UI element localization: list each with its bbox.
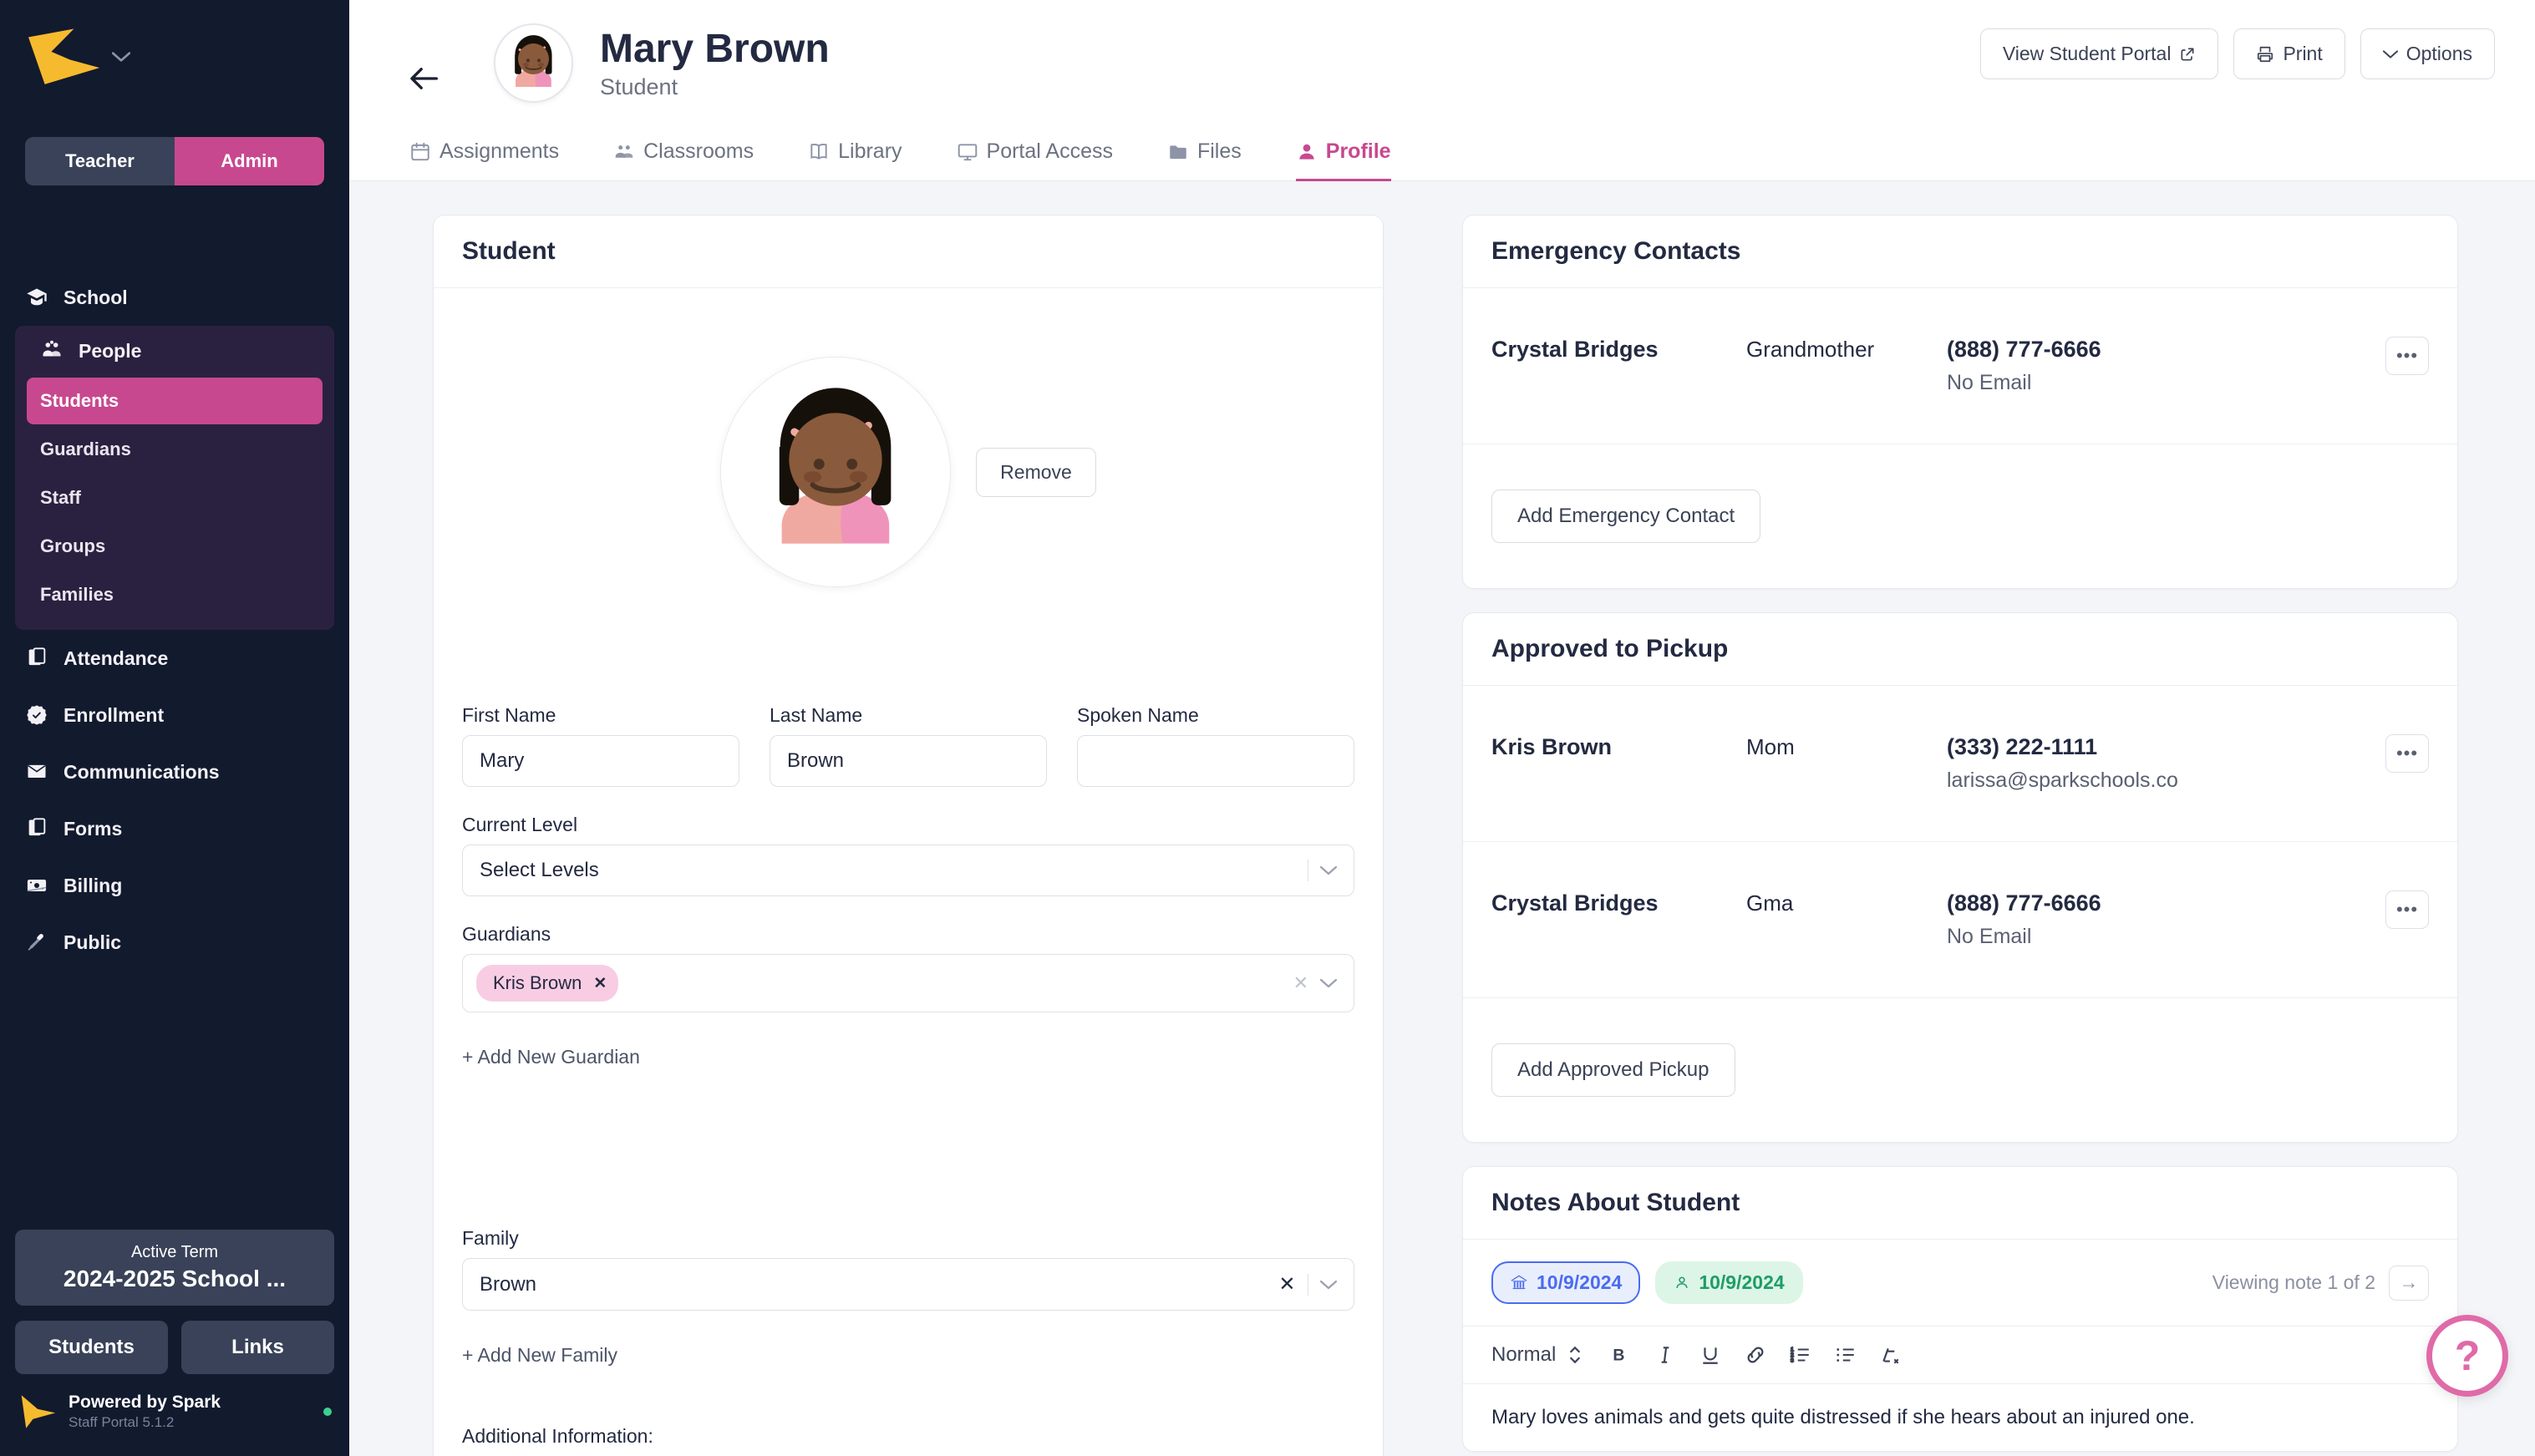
svg-text:3: 3 [1791, 1358, 1794, 1364]
svg-text:B: B [1613, 1347, 1625, 1365]
